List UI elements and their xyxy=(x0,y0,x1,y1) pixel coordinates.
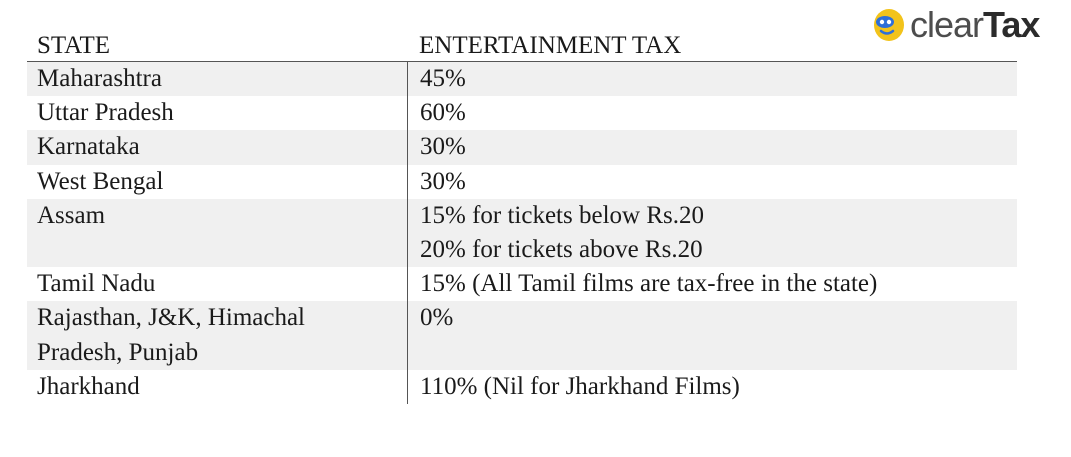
tax-cell: 15% for tickets below Rs.20 20% for ticke… xyxy=(407,198,1017,268)
table-row: Karnataka 30% xyxy=(27,130,1017,165)
header-entertainment-tax: ENTERTAINMENT TAX xyxy=(419,32,682,59)
state-cell: Tamil Nadu xyxy=(27,267,407,301)
tax-cell: 45% xyxy=(407,62,1017,97)
tax-text: 0% xyxy=(420,304,454,332)
state-text: Tamil Nadu xyxy=(37,270,156,298)
tax-cell: 30% xyxy=(407,130,1017,165)
state-text: Maharashtra xyxy=(37,65,162,92)
entertainment-tax-table: STATE ENTERTAINMENT TAX Maharashtra 45% Ut… xyxy=(27,30,1017,404)
tax-text: 110% (Nil for Jharkhand Films) xyxy=(420,372,740,400)
tax-cell: 30% xyxy=(407,164,1017,199)
tax-text: 30% xyxy=(420,133,466,161)
state-text: Assam xyxy=(37,201,106,229)
tax-cell: 15% (All Tamil films are tax-free in the… xyxy=(407,267,1017,302)
logo-text-tax: Tax xyxy=(983,4,1040,45)
state-text: Jharkhand xyxy=(37,372,140,400)
table-row: Rajasthan, J&K, Himachal Pradesh, Punjab 0… xyxy=(27,301,1017,370)
table-row: Maharashtra 45% xyxy=(27,62,1017,97)
tax-text xyxy=(420,336,1017,370)
header-state: STATE xyxy=(37,32,110,59)
state-cell: Uttar Pradesh xyxy=(27,96,407,130)
state-cell: West Bengal xyxy=(27,165,407,199)
table-body: Maharashtra 45% Uttar Pradesh 60% Karnataka 3… xyxy=(27,62,1017,404)
logo-text-clear: clear xyxy=(910,4,984,45)
table-row: West Bengal 30% xyxy=(27,164,1017,199)
tax-text: 45% xyxy=(420,65,466,92)
state-text xyxy=(37,233,407,267)
tax-text: 20% for tickets above Rs.20 xyxy=(420,235,703,263)
tax-text: 30% xyxy=(420,167,466,195)
state-text: Karnataka xyxy=(37,133,140,161)
state-text: Uttar Pradesh xyxy=(37,99,174,127)
table-row: Jharkhand 110% (Nil for Jharkhand Films) xyxy=(27,369,1017,404)
state-text: West Bengal xyxy=(37,167,164,195)
table-row: Uttar Pradesh 60% xyxy=(27,96,1017,131)
tax-cell: 60% xyxy=(407,96,1017,131)
tax-text: 60% xyxy=(420,99,466,127)
state-cell: Karnataka xyxy=(27,130,407,164)
table-row: Tamil Nadu 15% (All Tamil films are tax-f… xyxy=(27,267,1017,302)
state-text: Pradesh, Punjab xyxy=(37,338,199,366)
table-row: Assam 15% for tickets below Rs.20 20% for … xyxy=(27,198,1017,268)
logo-text: clearTax xyxy=(910,4,1040,46)
state-cell: Jharkhand xyxy=(27,370,407,404)
state-cell: Assam xyxy=(27,199,407,267)
state-text: Rajasthan, J&K, Himachal xyxy=(37,304,305,332)
table-header-row: STATE ENTERTAINMENT TAX xyxy=(27,30,1017,62)
cleartax-logo: clearTax xyxy=(872,4,1040,46)
state-cell: Rajasthan, J&K, Himachal Pradesh, Punjab xyxy=(27,301,407,369)
tax-text: 15% (All Tamil films are tax-free in the… xyxy=(420,270,878,298)
tax-text: 15% for tickets below Rs.20 xyxy=(420,201,704,229)
tax-cell: 110% (Nil for Jharkhand Films) xyxy=(407,369,1017,404)
state-cell: Maharashtra xyxy=(27,62,407,96)
tax-cell: 0% xyxy=(407,301,1017,370)
cleartax-face-icon xyxy=(874,9,904,41)
